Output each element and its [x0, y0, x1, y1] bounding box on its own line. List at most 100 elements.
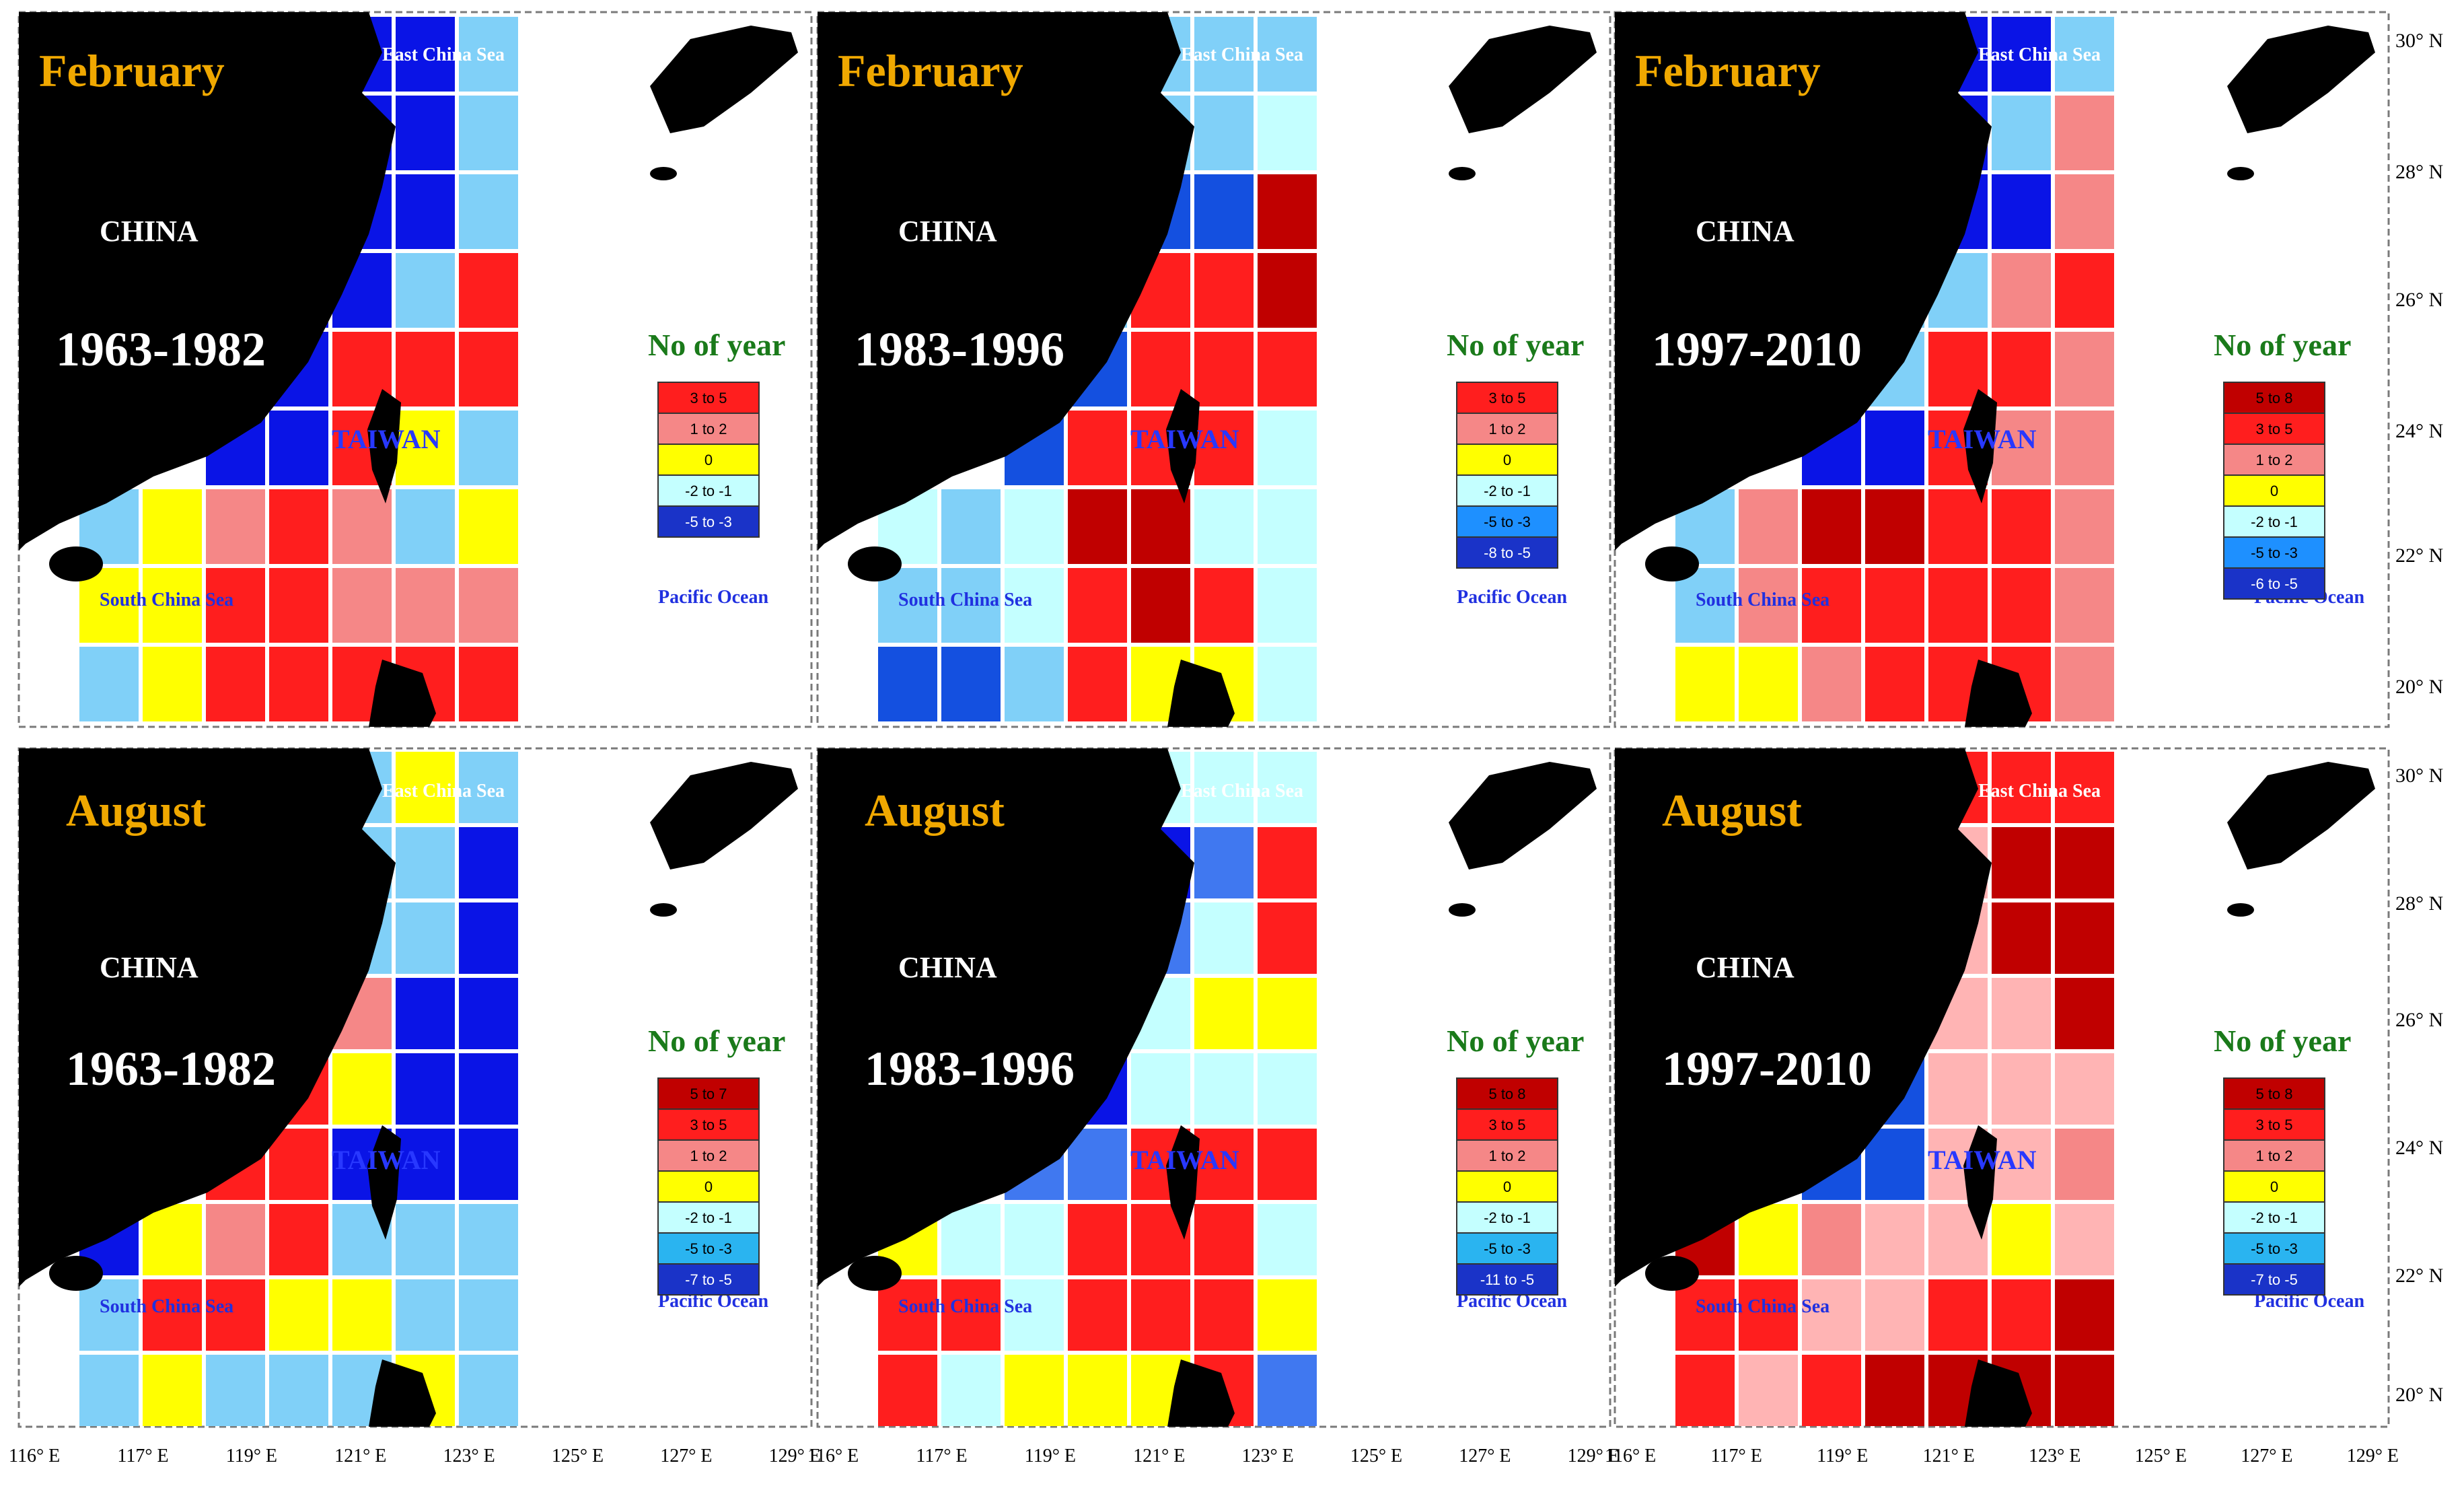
grid-cell — [1194, 827, 1254, 898]
grid-cell — [1802, 1204, 1861, 1275]
lon-label: 125° E — [552, 1446, 604, 1466]
legend-swatch — [1456, 536, 1558, 569]
grid-cell — [1068, 1129, 1127, 1200]
lon-label: 116° E — [807, 1446, 859, 1466]
grid-cell — [1258, 1279, 1317, 1351]
grid-cell — [2055, 332, 2114, 406]
grid-cell — [1258, 1053, 1317, 1125]
legend-label: 3 to 5 — [1488, 390, 1525, 406]
island-luzon — [1167, 1359, 1235, 1427]
legend-swatch — [1456, 1139, 1558, 1172]
grid-cell — [1928, 1053, 1988, 1125]
grid-cell — [396, 568, 455, 643]
grid-cell — [396, 752, 455, 823]
grid-cell — [1194, 332, 1254, 406]
legend-swatch — [1456, 1263, 1558, 1296]
grid-cell — [459, 174, 518, 249]
lon-label: 117° E — [117, 1446, 168, 1466]
lon-label: 116° E — [1605, 1446, 1656, 1466]
grid-cell — [1068, 1355, 1127, 1426]
grid-cell — [2055, 1129, 2114, 1200]
grid-cell — [1739, 489, 1798, 564]
grid-cell — [878, 647, 937, 721]
grid-cell — [459, 411, 518, 485]
legend-label: -5 to -3 — [1484, 1240, 1531, 1257]
lat-label: 28° N — [2395, 161, 2443, 183]
grid-cell — [1675, 568, 1735, 643]
grid-cell — [1739, 1355, 1798, 1426]
grid-cell — [1258, 411, 1317, 485]
grid-cell — [1992, 253, 2051, 328]
grid-cell — [2055, 17, 2114, 92]
grid-cell — [459, 1129, 518, 1200]
grid-cell — [1992, 1279, 2051, 1351]
grid-cell — [1258, 489, 1317, 564]
grid-cell — [1194, 1204, 1254, 1275]
china-landmass — [19, 748, 396, 1287]
legend-label: 0 — [2270, 1178, 2278, 1195]
grid-cell — [1992, 1129, 2051, 1200]
china-landmass — [818, 12, 1194, 551]
island-hainan — [848, 1256, 902, 1291]
grid-cell — [269, 1355, 328, 1426]
period-label: 1997-2010 — [1652, 322, 1862, 376]
period-label: 1983-1996 — [865, 1042, 1075, 1096]
grid-cell — [1194, 1279, 1254, 1351]
grid-cell — [1992, 827, 2051, 898]
lat-label: 20° N — [2395, 1384, 2443, 1406]
grid-cell — [1005, 1204, 1064, 1275]
country-label: CHINA — [1696, 215, 1795, 248]
grid-cell — [1194, 174, 1254, 249]
island-luzon — [1965, 660, 2032, 727]
grid-cell — [941, 489, 1001, 564]
legend-swatch — [2223, 1077, 2325, 1110]
grid-cell — [1992, 1204, 2051, 1275]
sea-label-ecs: East China Sea — [1181, 781, 1303, 802]
grid-cell — [269, 489, 328, 564]
grid-cell — [332, 1053, 392, 1125]
grid-cell — [1739, 647, 1798, 721]
grid-cell — [1675, 1279, 1735, 1351]
grid-cell — [459, 902, 518, 974]
legend-label: 5 to 8 — [1488, 1086, 1525, 1102]
island-kyushu-south — [650, 903, 677, 917]
map-panel-aug-1963-1982: August CHINA 1963-1982 TAIWAN East China Sea… — [17, 747, 813, 1428]
legend-swatch — [2223, 382, 2325, 414]
lon-label: 127° E — [1459, 1446, 1511, 1466]
grid-cell — [2055, 1053, 2114, 1125]
legend-swatch — [657, 413, 760, 445]
china-landmass — [1615, 748, 1992, 1287]
map-panel-feb-1963-1982: February CHINA 1963-1982 TAIWAN East China S… — [17, 11, 813, 728]
legend-label: -11 to -5 — [1480, 1271, 1534, 1288]
legend-swatch — [1456, 1170, 1558, 1203]
japan-landmass — [1449, 762, 1597, 870]
grid-cell — [1258, 96, 1317, 170]
grid-cell — [1194, 96, 1254, 170]
lat-label: 30° N — [2395, 30, 2443, 52]
legend-swatch — [657, 1170, 760, 1203]
lat-label: 24° N — [2395, 420, 2443, 442]
lon-label: 129° E — [1568, 1446, 1620, 1466]
grid-cell — [459, 1355, 518, 1426]
island-hainan — [49, 1256, 103, 1291]
lon-label: 127° E — [660, 1446, 712, 1466]
grid-cell — [1194, 17, 1254, 92]
country-label: CHINA — [100, 951, 198, 984]
grid-cell — [396, 902, 455, 974]
legend-swatch — [1456, 1232, 1558, 1265]
sea-label-scs: South China Sea — [898, 590, 1032, 610]
grid-cell — [459, 978, 518, 1049]
legend-label: 0 — [704, 1178, 713, 1195]
grid-cell — [1258, 1129, 1317, 1200]
sea-label-scs: South China Sea — [100, 1296, 233, 1317]
grid-cell — [1131, 568, 1190, 643]
legend-label: -5 to -3 — [685, 1240, 732, 1257]
legend-label: 5 to 8 — [2255, 390, 2292, 406]
island-kyushu-south — [2227, 903, 2254, 917]
grid-cell — [1258, 1355, 1317, 1426]
grid-cell — [206, 647, 265, 721]
taiwan-label: TAIWAN — [1928, 1145, 2037, 1175]
grid-cell — [79, 1279, 139, 1351]
grid-cell — [269, 1129, 328, 1200]
